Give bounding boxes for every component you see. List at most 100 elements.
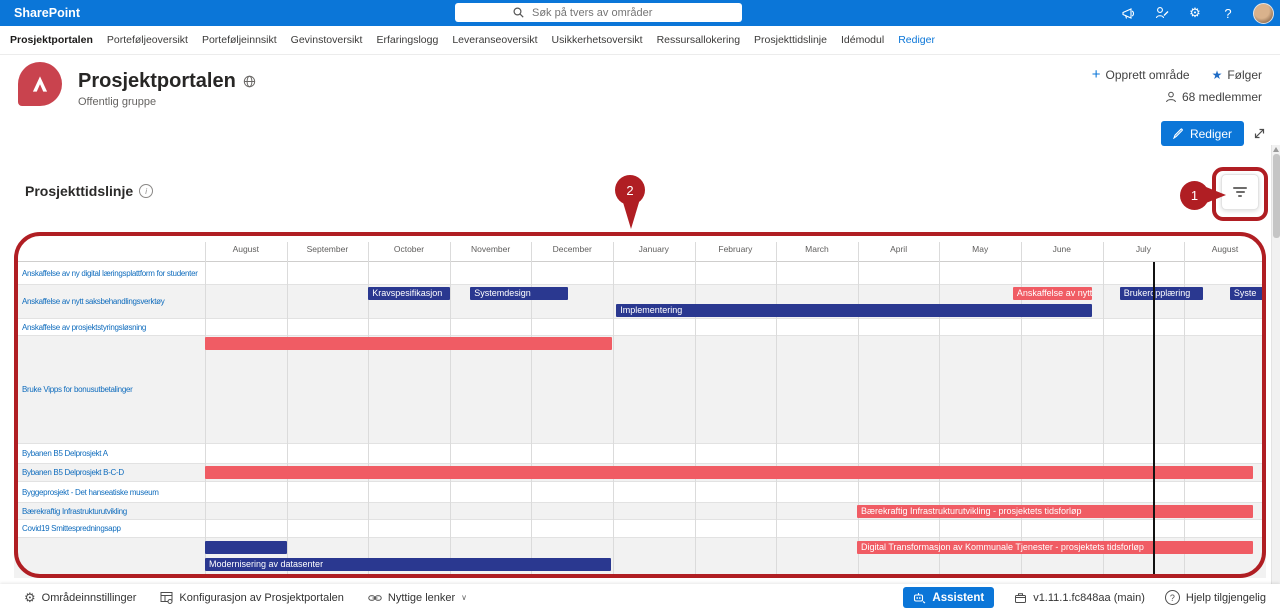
gantt-bar[interactable] xyxy=(205,466,1253,479)
grid-line xyxy=(205,242,206,578)
grid-line xyxy=(857,242,859,578)
scroll-up-arrow[interactable] xyxy=(1273,147,1279,152)
gantt-bar[interactable]: Digital Transformasjon av Kommunale Tjen… xyxy=(856,541,1253,554)
help-available[interactable]: ? Hjelp tilgjengelig xyxy=(1164,590,1266,605)
project-link[interactable]: Bruke Vipps for bonusutbetalinger xyxy=(22,385,133,394)
project-link[interactable]: Bybanen B5 Delprosjekt A xyxy=(22,449,108,458)
globe-icon xyxy=(243,75,256,88)
gantt-bar[interactable]: Syste xyxy=(1229,287,1266,300)
month-label: June xyxy=(1052,244,1072,254)
version-icon xyxy=(1014,592,1027,604)
grid-line xyxy=(531,242,533,578)
month-label: December xyxy=(552,244,592,254)
month-label: September xyxy=(306,244,349,254)
follow-button[interactable]: ★ Følger xyxy=(1211,67,1262,82)
month-label: January xyxy=(638,244,669,254)
nav-bar: Prosjektportalen Porteføljeoversikt Portef… xyxy=(0,26,1280,55)
nav-item-gevinstoversikt[interactable]: Gevinstoversikt xyxy=(290,34,363,46)
info-icon[interactable]: i xyxy=(139,184,154,198)
pencil-icon xyxy=(1173,128,1184,139)
annotation-step-2-tail xyxy=(622,199,640,229)
star-icon: ★ xyxy=(1211,67,1223,82)
assistant-button[interactable]: Assistent xyxy=(903,587,995,608)
nav-item-leveranseoversikt[interactable]: Leveranseoversikt xyxy=(452,34,538,46)
grid-line xyxy=(1102,242,1104,578)
grid-line xyxy=(1021,242,1022,578)
project-link[interactable]: Byggeprosjekt - Det hanseatiske museum xyxy=(22,487,159,497)
gantt-bar[interactable]: Modernisering av datasenter xyxy=(205,558,612,571)
nav-item-ressursallokering[interactable]: Ressursallokering xyxy=(656,34,741,46)
timeline-row: Bærekraftig Infrastrukturutvikling Bærekr… xyxy=(14,503,1266,520)
project-link[interactable]: Anskaffelse av nytt saksbehandlingsverkt… xyxy=(22,297,165,306)
create-site-button[interactable]: + Opprett område xyxy=(1091,66,1190,83)
scrollbar[interactable] xyxy=(1271,145,1280,611)
link-icon xyxy=(368,593,382,603)
month-label: July xyxy=(1135,244,1151,254)
scrollbar-thumb[interactable] xyxy=(1273,154,1280,238)
project-link[interactable]: Anskaffelse av ny digital læringsplattfo… xyxy=(22,268,198,278)
timeline-row: Anskaffelse av ny digital læringsplattfo… xyxy=(14,262,1266,285)
gantt-bar[interactable]: Anskaffelse av nytt ... xyxy=(1012,287,1092,300)
project-link[interactable]: Covid19 Smittespredningsapp xyxy=(22,524,121,533)
assistant-icon xyxy=(913,592,926,604)
search-input[interactable] xyxy=(530,5,684,20)
members-count[interactable]: 68 medlemmer xyxy=(1165,90,1262,104)
nav-item-rediger[interactable]: Rediger xyxy=(898,34,935,46)
timeline-panel: August September October November December Ja… xyxy=(14,232,1266,578)
grid-line xyxy=(1184,242,1186,578)
page-title: Prosjektportalen xyxy=(78,70,236,92)
settings-gear-icon[interactable]: ⚙ xyxy=(1189,5,1201,20)
footer-bar: ⚙ Områdeinnstillinger Konfigurasjon av P… xyxy=(0,584,1280,611)
grid-line xyxy=(776,242,778,578)
suite-icons: ⚙ ? xyxy=(1121,0,1274,26)
search-icon xyxy=(513,7,524,18)
edit-button[interactable]: Rediger xyxy=(1160,121,1244,146)
nav-item-prosjekttidslinje[interactable]: Prosjekttidslinje xyxy=(754,34,827,46)
expand-icon[interactable] xyxy=(1252,126,1268,142)
nav-item-erfaringslogg[interactable]: Erfaringslogg xyxy=(376,34,439,46)
site-settings-link[interactable]: ⚙ Områdeinnstillinger xyxy=(24,589,137,605)
gantt-bar[interactable]: Kravspesifikasjon xyxy=(368,287,450,300)
grid-line xyxy=(449,242,451,578)
timeline-row: Byggeprosjekt - Det hanseatiske museum xyxy=(14,482,1266,503)
grid-line xyxy=(613,242,614,578)
feedback-icon[interactable] xyxy=(1154,5,1170,21)
nav-item-portef-ljeinnsikt[interactable]: Porteføljeinnsikt xyxy=(201,34,277,46)
section-title: Prosjekttidslinje xyxy=(25,183,134,199)
nav-item-usikkerhetsoversikt[interactable]: Usikkerhetsoversikt xyxy=(551,34,643,46)
nav-item-id-modul[interactable]: Idémodul xyxy=(840,34,885,46)
gantt-bar[interactable]: Systemdesign xyxy=(470,287,569,300)
project-link[interactable]: Bybanen B5 Delprosjekt B-C-D xyxy=(22,468,124,477)
search-input-wrap[interactable] xyxy=(455,3,742,22)
timeline-row: Covid19 Smittespredningsapp xyxy=(14,520,1266,538)
month-label: March xyxy=(805,244,829,254)
site-logo[interactable] xyxy=(18,62,62,106)
grid-line xyxy=(368,242,370,578)
plus-icon: + xyxy=(1091,66,1101,83)
nav-item-portef-ljeoversikt[interactable]: Porteføljeoversikt xyxy=(106,34,188,46)
annotation-step-1: 1 xyxy=(1180,181,1209,210)
project-link[interactable]: Anskaffelse av prosjektstyringsløsning xyxy=(22,322,147,332)
gantt-bar[interactable] xyxy=(205,541,287,554)
help-icon[interactable]: ? xyxy=(1224,5,1232,21)
sharepoint-logo[interactable]: SharePoint xyxy=(14,6,80,20)
nav-item-prosjektportalen[interactable]: Prosjektportalen xyxy=(10,34,93,46)
gantt-bar[interactable]: Brukeropplæring xyxy=(1119,287,1203,300)
help-circle-icon: ? xyxy=(1164,590,1180,605)
useful-links-menu[interactable]: Nyttige lenker ∨ xyxy=(368,592,467,604)
gantt-bar[interactable]: Bærekraftig Infrastrukturutvikling - pro… xyxy=(856,505,1253,518)
grid-line xyxy=(286,242,288,578)
configuration-link[interactable]: Konfigurasjon av Prosjektportalen xyxy=(160,591,344,604)
timeline-row: Anskaffelse av prosjektstyringsløsning xyxy=(14,319,1266,336)
timeline-row: Bybanen B5 Delprosjekt B-C-D xyxy=(14,464,1266,482)
gantt-bar[interactable]: Implementering xyxy=(616,304,1092,317)
filter-icon xyxy=(1233,187,1247,189)
month-label: February xyxy=(718,244,753,254)
gantt-bar[interactable] xyxy=(205,337,613,350)
month-label: August xyxy=(232,244,260,254)
project-link[interactable]: Bærekraftig Infrastrukturutvikling xyxy=(22,506,127,516)
avatar[interactable] xyxy=(1253,2,1274,24)
megaphone-icon[interactable] xyxy=(1121,5,1137,21)
filter-button[interactable] xyxy=(1221,174,1259,210)
